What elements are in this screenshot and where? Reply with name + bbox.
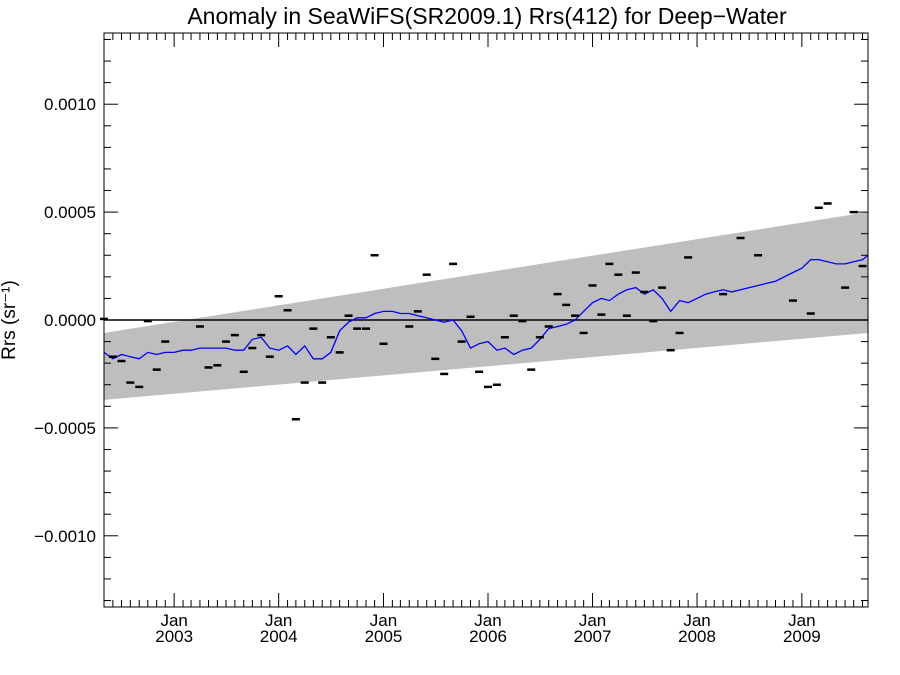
data-points-layer: [100, 202, 867, 421]
x-tick-labels: Jan2003Jan2004Jan2005Jan2006Jan2007Jan20…: [155, 611, 821, 646]
x-tick-label-month: Jan: [788, 611, 815, 630]
x-tick-label-year: 2004: [260, 627, 298, 646]
x-tick-label-year: 2008: [678, 627, 716, 646]
x-tick-label-month: Jan: [160, 611, 187, 630]
x-tick-label-month: Jan: [579, 611, 606, 630]
chart-title: Anomaly in SeaWiFS(SR2009.1) Rrs(412) fo…: [187, 3, 787, 29]
x-tick-label-month: Jan: [474, 611, 501, 630]
y-tick-label: −0.0005: [34, 419, 96, 438]
x-tick-label-month: Jan: [370, 611, 397, 630]
x-tick-label-month: Jan: [265, 611, 292, 630]
trend-line-layer: [103, 254, 869, 360]
y-axis-label: Rrs (sr⁻¹): [0, 280, 20, 360]
x-tick-label-year: 2003: [155, 627, 193, 646]
y-tick-label: 0.0010: [44, 95, 96, 114]
y-tick-labels: 0.0010 0.0005 0.0000 −0.0005 −0.0010: [34, 95, 96, 546]
x-tick-label-year: 2006: [469, 627, 507, 646]
axes-layer: [103, 32, 869, 608]
trend-line: [103, 254, 869, 360]
y-tick-label: 0.0005: [44, 203, 96, 222]
x-tick-label-year: 2009: [783, 627, 821, 646]
x-tick-label-month: Jan: [683, 611, 710, 630]
x-tick-label-year: 2005: [365, 627, 403, 646]
y-tick-label: 0.0000: [44, 311, 96, 330]
x-tick-label-year: 2007: [574, 627, 612, 646]
y-tick-label: −0.0010: [34, 527, 96, 546]
